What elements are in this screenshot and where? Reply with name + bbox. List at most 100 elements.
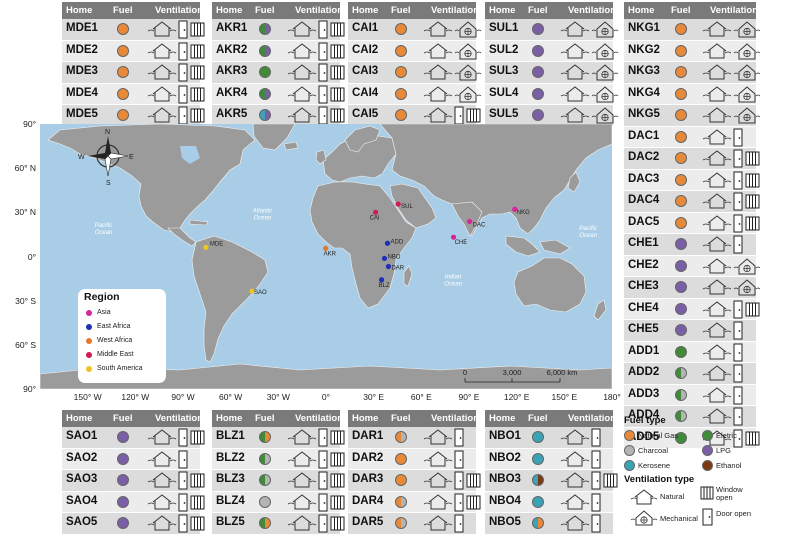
vent-nat bbox=[147, 450, 177, 473]
home-code: NKG4 bbox=[628, 86, 660, 99]
fuel-type-dot bbox=[395, 495, 407, 508]
table-row: AKR3 bbox=[212, 62, 345, 84]
vent-mech bbox=[733, 42, 761, 66]
table-row: DAC4 bbox=[624, 191, 760, 213]
table-row: ADD4 bbox=[624, 406, 756, 428]
window-open-icon bbox=[330, 495, 345, 509]
home-code: NKG2 bbox=[628, 43, 660, 56]
vent-nat bbox=[702, 171, 732, 194]
home-code: BLZ4 bbox=[216, 494, 245, 507]
vent-mech bbox=[454, 85, 482, 109]
home-code: ADD1 bbox=[628, 344, 660, 357]
fuel-type-dot bbox=[117, 517, 129, 529]
vent-door bbox=[733, 128, 744, 152]
natural-ventilation-icon bbox=[423, 64, 453, 80]
table-sul: Home Fuel Ventilation SUL1 SUL2 SUL3 SUL4 SUL5 bbox=[485, 2, 619, 129]
vent-nat bbox=[287, 106, 317, 129]
header-fuel: Fuel bbox=[255, 5, 275, 16]
site-marker bbox=[384, 240, 391, 246]
natural-ventilation-icon bbox=[702, 21, 732, 37]
table-row: NBO5 bbox=[485, 513, 613, 535]
natural-ventilation-icon bbox=[560, 107, 590, 123]
door-open-icon bbox=[318, 20, 328, 39]
home-code: ADD5 bbox=[628, 430, 660, 443]
fuel-key-dot bbox=[624, 445, 635, 456]
door-open-icon bbox=[702, 508, 713, 526]
vent-door bbox=[733, 407, 744, 431]
fuel-type-dot bbox=[259, 474, 271, 486]
site-label: NBO bbox=[387, 254, 400, 260]
door-open-icon bbox=[733, 321, 743, 340]
compass-w: W bbox=[78, 154, 85, 161]
vent-door bbox=[178, 42, 189, 66]
fuel-type-dot bbox=[259, 23, 271, 35]
natural-ventilation-icon bbox=[630, 489, 658, 505]
header-home: Home bbox=[628, 5, 655, 16]
vent-nat bbox=[287, 42, 317, 65]
site-label: DAR bbox=[391, 266, 404, 272]
window-open-icon bbox=[330, 452, 345, 466]
home-code: NBO4 bbox=[489, 494, 521, 507]
vent-mech bbox=[591, 42, 619, 66]
fuel-type-dot bbox=[675, 345, 687, 358]
table-row: DAR5 bbox=[348, 513, 476, 535]
window-open-icon bbox=[466, 473, 481, 488]
home-code: NKG5 bbox=[628, 108, 660, 120]
vent-nat bbox=[147, 106, 177, 129]
fuel-type-dot bbox=[259, 517, 271, 529]
vent-nat bbox=[560, 493, 590, 516]
natural-ventilation-icon bbox=[560, 515, 590, 531]
home-code: ADD3 bbox=[628, 387, 660, 400]
vent-nat bbox=[560, 106, 590, 129]
table-row: NBO3 bbox=[485, 470, 618, 492]
table-akr: Home Fuel Ventilation AKR1 AKR2 AKR3 AKR4 AKR5 bbox=[212, 2, 345, 129]
fuel-type-dot bbox=[675, 388, 687, 401]
home-code: MDE2 bbox=[66, 43, 98, 56]
table-row: NKG3 bbox=[624, 62, 761, 84]
vent-mechanical-label: Mechanical bbox=[660, 514, 698, 523]
lat-tick-label: 30° S bbox=[15, 295, 36, 306]
natural-ventilation-icon bbox=[287, 472, 317, 488]
vent-win bbox=[603, 473, 618, 493]
door-open-icon bbox=[733, 300, 743, 318]
site-marker bbox=[512, 206, 518, 212]
vent-door bbox=[318, 428, 329, 452]
vent-door bbox=[178, 85, 189, 109]
vent-door bbox=[733, 171, 744, 195]
header-ventilation: Ventilation bbox=[431, 5, 480, 16]
ocean-label: Indian bbox=[445, 275, 462, 281]
vent-nat bbox=[702, 235, 732, 258]
table-row: CAI3 bbox=[348, 62, 482, 86]
table-row: SAO1 bbox=[62, 427, 205, 449]
vent-door bbox=[178, 63, 189, 87]
natural-ventilation-icon bbox=[147, 42, 177, 58]
table-row: DAR3 bbox=[348, 470, 481, 492]
legend-dot bbox=[86, 366, 92, 372]
legend-dot bbox=[86, 352, 92, 358]
natural-ventilation-icon bbox=[287, 429, 317, 445]
home-code: DAR4 bbox=[352, 494, 384, 507]
window-open-icon bbox=[330, 516, 345, 531]
vent-natural-label: Natural bbox=[660, 492, 685, 501]
vent-door bbox=[318, 20, 329, 44]
fuel-key-label: LPG bbox=[716, 446, 732, 455]
header-fuel: Fuel bbox=[391, 413, 411, 424]
vent-nat bbox=[702, 42, 732, 65]
home-code: AKR3 bbox=[216, 65, 248, 77]
vent-nat bbox=[560, 20, 590, 43]
vent-win bbox=[330, 65, 345, 85]
site-label: DAC bbox=[473, 222, 486, 228]
natural-ventilation-icon bbox=[560, 64, 590, 80]
fuel-type-dot bbox=[259, 109, 271, 121]
fuel-type-dot bbox=[117, 109, 129, 121]
home-code: DAC3 bbox=[628, 172, 660, 185]
window-open-icon bbox=[745, 151, 760, 166]
vent-nat bbox=[423, 63, 453, 86]
home-code: SAO2 bbox=[66, 451, 98, 464]
window-open-icon bbox=[745, 216, 760, 230]
home-code: SAO4 bbox=[66, 494, 98, 507]
header-ventilation: Ventilation bbox=[155, 413, 204, 424]
door-open-icon bbox=[318, 514, 328, 533]
vent-nat bbox=[702, 85, 732, 108]
compass-s: S bbox=[106, 180, 111, 187]
